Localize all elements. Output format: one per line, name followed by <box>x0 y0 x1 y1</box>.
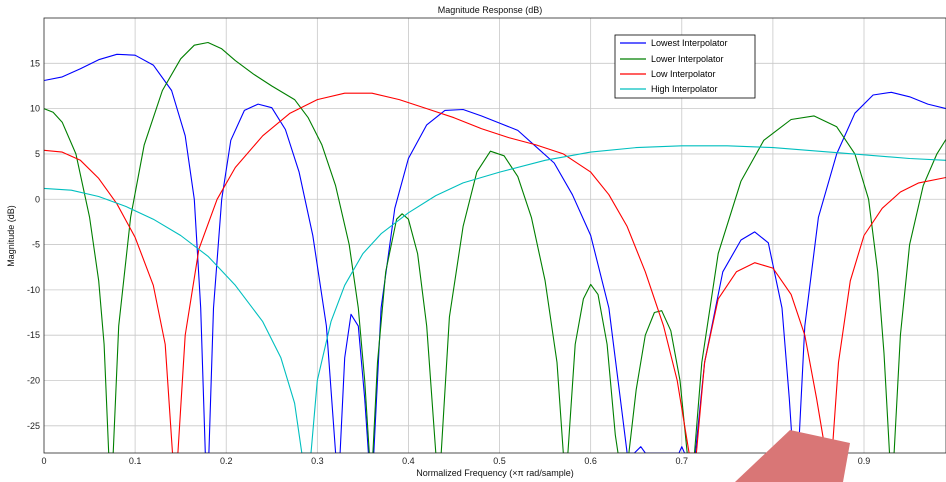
y-tick-label: 10 <box>30 104 40 114</box>
chart-title: Magnitude Response (dB) <box>438 5 543 15</box>
y-tick-label: 15 <box>30 58 40 68</box>
y-tick-label: 0 <box>35 194 40 204</box>
watermark-arrow <box>735 430 850 482</box>
series-line-lowest-interpolator <box>44 53 946 453</box>
x-tick-label: 0.3 <box>311 456 324 466</box>
y-tick-label: -5 <box>32 240 40 250</box>
x-tick-label: 0 <box>41 456 46 466</box>
x-tick-label: 0.6 <box>584 456 597 466</box>
legend-label-high: High Interpolator <box>651 84 718 94</box>
x-axis-label: Normalized Frequency (×π rad/sample) <box>416 468 574 478</box>
plot-frame <box>43 17 946 454</box>
grid-lines <box>44 18 946 453</box>
legend-label-lowest: Lowest Interpolator <box>651 38 728 48</box>
x-tick-label: 0.2 <box>220 456 233 466</box>
x-tick-label: 0.5 <box>493 456 506 466</box>
series-line-high-interpolator <box>44 145 946 453</box>
x-tick-label: 0.7 <box>676 456 689 466</box>
y-tick-label: 5 <box>35 149 40 159</box>
series-line-low-interpolator <box>44 92 946 453</box>
plot-area <box>44 18 946 453</box>
y-tick-label: -25 <box>27 421 40 431</box>
legend-label-lower: Lower Interpolator <box>651 54 724 64</box>
y-axis-label: Magnitude (dB) <box>6 205 16 267</box>
series-lines <box>44 41 946 453</box>
y-tick-label: -15 <box>27 330 40 340</box>
x-tick-label: 0.1 <box>129 456 142 466</box>
x-tick-label: 0.9 <box>858 456 871 466</box>
y-tick-label: -10 <box>27 285 40 295</box>
y-tick-label: -20 <box>27 376 40 386</box>
series-line-lower-interpolator <box>44 41 946 453</box>
tick-labels: 00.10.20.30.40.50.60.70.80.9151050-5-10-… <box>27 58 870 466</box>
legend: Lowest Interpolator Lower Interpolator L… <box>614 34 756 99</box>
legend-label-low: Low Interpolator <box>651 69 716 79</box>
legend-box <box>614 34 756 99</box>
x-tick-label: 0.4 <box>402 456 415 466</box>
